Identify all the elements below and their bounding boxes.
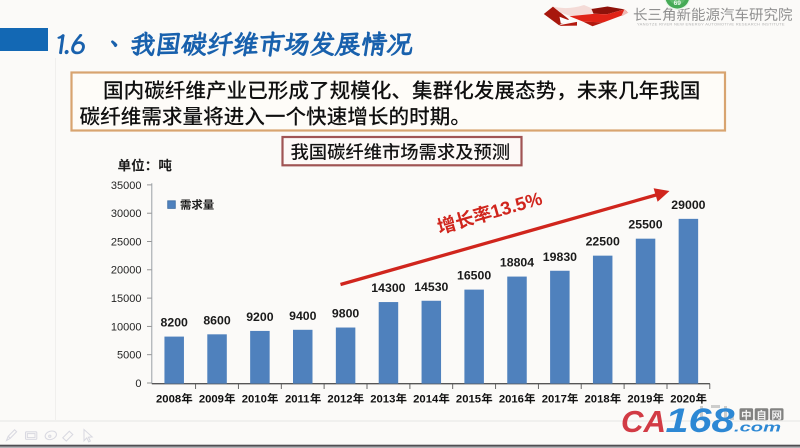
svg-text:2013: 2013 [370,394,395,406]
svg-text:2011: 2011 [285,394,310,406]
svg-text:2014: 2014 [413,394,439,406]
svg-text:2016: 2016 [499,394,524,406]
svg-text:2010: 2010 [242,394,267,406]
svg-text:9200: 9200 [246,310,274,324]
svg-text:30000: 30000 [111,208,142,220]
svg-text:CA: CA [621,404,666,439]
svg-text:2020: 2020 [670,394,695,406]
svg-text:15000: 15000 [111,293,142,305]
svg-text:18804: 18804 [500,256,534,270]
svg-text:16500: 16500 [457,269,491,283]
svg-text:9400: 9400 [289,309,317,323]
svg-text:2019: 2019 [627,394,652,406]
svg-text:2017: 2017 [542,394,567,406]
svg-text:0: 0 [135,378,141,390]
svg-text:10000: 10000 [111,321,142,333]
svg-text:22500: 22500 [586,235,620,249]
svg-text:29000: 29000 [671,198,705,212]
svg-text:14300: 14300 [371,281,405,295]
svg-text:2018: 2018 [585,394,610,406]
svg-text:25500: 25500 [628,218,662,232]
svg-text:19830: 19830 [543,250,577,264]
svg-text:5000: 5000 [117,350,141,362]
svg-text:YANGTZE RIVER NEW ENERGY AUTOM: YANGTZE RIVER NEW ENERGY AUTOMOTIVE RESE… [637,21,785,26]
svg-text:.com: .com [734,420,782,435]
svg-text:8200: 8200 [161,316,189,330]
svg-text:2012: 2012 [327,394,352,406]
svg-text:2008: 2008 [156,394,181,406]
svg-text:14530: 14530 [414,280,448,294]
svg-text:20000: 20000 [111,265,142,277]
svg-text:2015: 2015 [456,394,481,406]
svg-text:168: 168 [666,402,735,440]
svg-text:25000: 25000 [111,236,142,248]
svg-text:8600: 8600 [203,313,231,327]
svg-text:69: 69 [674,0,682,7]
svg-text:9800: 9800 [332,307,360,321]
svg-text:35000: 35000 [111,180,142,192]
svg-text:2009: 2009 [199,394,224,406]
